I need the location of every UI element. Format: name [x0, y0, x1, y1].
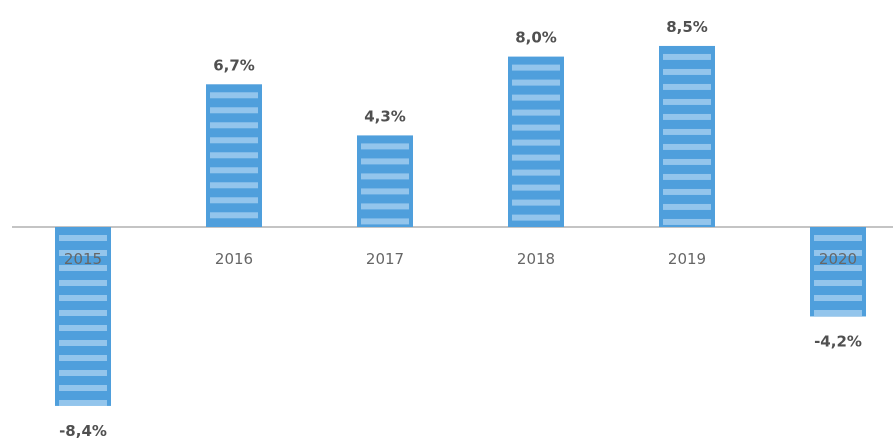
bar-2016	[206, 84, 262, 227]
tick-labels-group: 2015 2016 2017 2018 2019 2020	[64, 250, 857, 268]
data-label-2020: -4,2%	[814, 332, 862, 350]
bar-stripe	[512, 124, 560, 131]
bar-stripe	[512, 109, 560, 116]
bar-stripe	[210, 167, 258, 174]
data-label-2017: 4,3%	[364, 107, 406, 125]
bar-stripe	[361, 203, 409, 210]
bar-stripe	[663, 83, 711, 90]
bar-stripe	[663, 113, 711, 120]
bar-stripe	[663, 218, 711, 225]
bar-stripe	[663, 53, 711, 60]
bar-stripe	[512, 154, 560, 161]
bar-stripe	[663, 158, 711, 165]
x-tick-label-2015: 2015	[64, 250, 102, 268]
bar-stripe	[512, 184, 560, 191]
bar-stripe	[59, 295, 107, 301]
data-labels-group: -8,4% 6,7% 4,3% 8,0% 8,5% -4,2%	[59, 18, 862, 440]
bar-stripe	[814, 280, 862, 286]
bar-stripe	[361, 218, 409, 225]
data-label-2019: 8,5%	[666, 18, 708, 36]
bar-stripe	[512, 139, 560, 146]
bar-stripe	[210, 152, 258, 159]
bar-rect-2015	[55, 227, 111, 406]
bars-group	[55, 45, 866, 406]
x-tick-label-2019: 2019	[668, 250, 706, 268]
bar-stripe	[210, 212, 258, 219]
bar-stripe	[512, 199, 560, 206]
bar-2020	[810, 227, 866, 317]
bar-stripe	[512, 79, 560, 86]
bar-stripe	[663, 188, 711, 195]
bar-2015	[55, 227, 111, 406]
data-label-2018: 8,0%	[515, 29, 557, 47]
bar-stripe	[663, 143, 711, 150]
bar-stripe	[814, 295, 862, 301]
bar-stripe	[512, 169, 560, 176]
bar-stripe	[361, 188, 409, 195]
bar-stripe	[361, 173, 409, 180]
bar-stripe	[59, 235, 107, 241]
bar-stripe	[59, 385, 107, 391]
bar-rect-2020	[810, 227, 866, 317]
bar-stripe	[59, 325, 107, 331]
bar-stripe	[512, 214, 560, 221]
bar-stripe	[663, 203, 711, 210]
bar-stripe	[512, 94, 560, 101]
bar-stripe	[59, 250, 107, 256]
bar-stripe	[814, 310, 862, 316]
bar-2019	[659, 45, 715, 228]
x-tick-label-2018: 2018	[517, 250, 555, 268]
bar-stripe	[59, 310, 107, 316]
bar-stripe	[814, 235, 862, 241]
bar-stripe	[663, 128, 711, 135]
bar-stripe	[512, 64, 560, 71]
bar-stripe	[59, 265, 107, 271]
x-tick-label-2017: 2017	[366, 250, 404, 268]
bar-2018	[508, 56, 564, 227]
bar-stripe	[663, 173, 711, 180]
bar-stripe	[814, 265, 862, 271]
bar-stripe	[59, 280, 107, 286]
x-tick-label-2020: 2020	[819, 250, 857, 268]
bar-stripe	[210, 137, 258, 144]
bar-stripe	[59, 355, 107, 361]
bar-stripe	[210, 92, 258, 99]
bar-stripe	[210, 197, 258, 204]
bar-rect-2017	[357, 135, 413, 227]
bar-stripe	[210, 182, 258, 189]
bar-stripe	[59, 340, 107, 346]
data-label-2016: 6,7%	[213, 56, 255, 74]
bar-stripe	[210, 107, 258, 114]
bar-stripe	[210, 122, 258, 129]
bar-stripe	[59, 400, 107, 406]
bar-stripe	[361, 143, 409, 150]
bar-stripe	[814, 250, 862, 256]
bar-2017	[357, 135, 413, 227]
x-tick-label-2016: 2016	[215, 250, 253, 268]
bar-rect-2019	[659, 45, 715, 228]
data-label-2015: -8,4%	[59, 422, 107, 440]
bar-stripe	[361, 158, 409, 165]
bar-stripe	[59, 370, 107, 376]
bar-stripe	[663, 98, 711, 105]
bar-stripe	[663, 68, 711, 75]
